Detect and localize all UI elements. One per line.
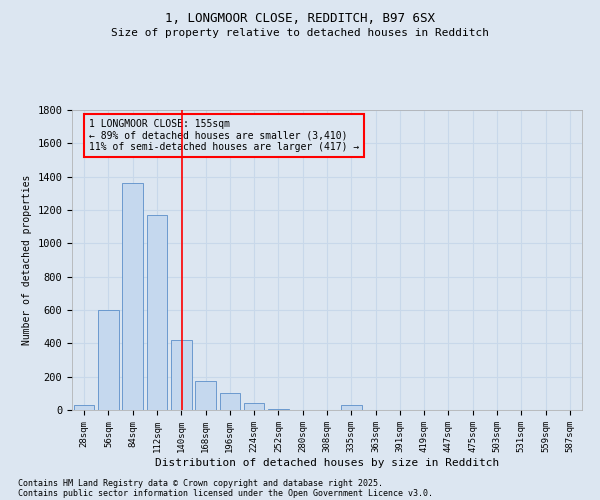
Bar [220,394,240,410]
Bar [195,381,216,410]
Text: Size of property relative to detached houses in Redditch: Size of property relative to detached ho… [111,28,489,38]
Bar [244,404,265,410]
Text: 1 LONGMOOR CLOSE: 155sqm
← 89% of detached houses are smaller (3,410)
11% of sem: 1 LONGMOOR CLOSE: 155sqm ← 89% of detach… [89,119,359,152]
X-axis label: Distribution of detached houses by size in Redditch: Distribution of detached houses by size … [155,458,499,468]
Bar [341,405,362,410]
Bar [122,184,143,410]
Text: 1, LONGMOOR CLOSE, REDDITCH, B97 6SX: 1, LONGMOOR CLOSE, REDDITCH, B97 6SX [165,12,435,26]
Bar [74,405,94,410]
Y-axis label: Number of detached properties: Number of detached properties [22,175,32,345]
Text: Contains HM Land Registry data © Crown copyright and database right 2025.: Contains HM Land Registry data © Crown c… [18,478,383,488]
Bar [98,310,119,410]
Bar [171,340,191,410]
Bar [268,409,289,410]
Text: Contains public sector information licensed under the Open Government Licence v3: Contains public sector information licen… [18,488,433,498]
Bar [146,215,167,410]
